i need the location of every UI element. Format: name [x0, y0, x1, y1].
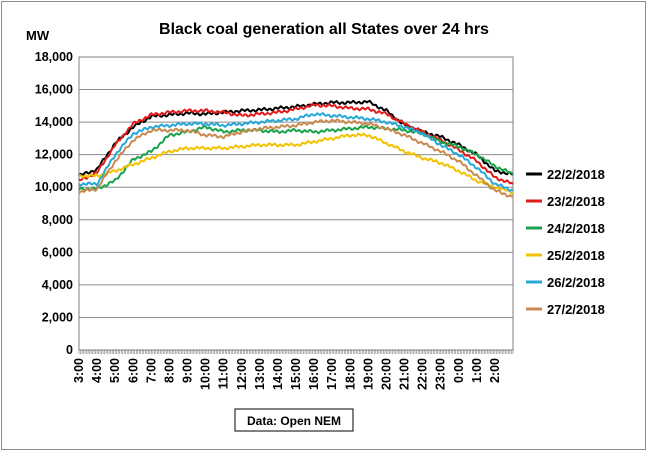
legend: 22/2/2018 23/2/2018 24/2/2018 25/2/2018 26/2…: [526, 167, 605, 317]
y-axis-label: MW: [26, 28, 50, 43]
x-tick-label: 2:00: [488, 358, 502, 383]
x-tick-label: 22:00: [416, 358, 430, 390]
y-tick-label: 14,000: [35, 115, 73, 129]
source-box: [234, 408, 354, 432]
legend-entry: 24/2/2018: [547, 221, 605, 236]
gridlines: [79, 89, 513, 318]
y-tick-label: 18,000: [35, 50, 73, 64]
x-tick-label: 18:00: [343, 358, 357, 390]
legend-entry: 25/2/2018: [547, 248, 605, 263]
y-tick-label: 6,000: [42, 245, 73, 259]
y-tick-label: 4,000: [42, 278, 73, 292]
legend-entry: 26/2/2018: [547, 275, 605, 290]
series-line: [78, 112, 514, 192]
chart-title: Black coal generation all States over 24…: [159, 21, 489, 38]
legend-entry: 22/2/2018: [547, 167, 605, 182]
x-tick-label: 12:00: [235, 358, 249, 390]
x-tick-label: 5:00: [108, 358, 122, 383]
x-tick-label: 7:00: [144, 358, 158, 383]
y-tick-label: 12,000: [35, 148, 73, 162]
y-tick-label: 16,000: [35, 83, 73, 97]
x-tick-label: 0:00: [452, 358, 466, 383]
series-line: [78, 124, 514, 192]
x-tick-label: 4:00: [90, 358, 104, 383]
y-tick-label: 10,000: [35, 180, 73, 194]
x-tick-label: 13:00: [253, 358, 267, 390]
x-tick-label: 20:00: [379, 358, 393, 390]
x-tick-label: 8:00: [162, 358, 176, 383]
x-tick-label: 17:00: [325, 358, 339, 390]
series-lines: [78, 99, 514, 198]
line-chart: Black coal generation all States over 24…: [26, 21, 605, 432]
x-tick-label: 3:00: [72, 358, 86, 383]
x-tick-label: 1:00: [470, 358, 484, 383]
y-tick-label: 0: [66, 343, 73, 357]
source-note: Data: Open NEM: [247, 414, 341, 428]
x-tick-label: 19:00: [361, 358, 375, 390]
y-tick-label: 2,000: [42, 310, 73, 324]
x-tick-label: 11:00: [217, 358, 231, 389]
y-tick-label: 8,000: [42, 213, 73, 227]
series-line: [78, 118, 514, 198]
x-tick-label: 6:00: [126, 358, 140, 383]
y-axis-ticks: 0 2,000 4,000 6,000 8,000 10,000 12,000 14,000 1…: [35, 50, 73, 357]
series-line: [78, 132, 514, 195]
x-tick-label: 10:00: [199, 358, 213, 390]
legend-entry: 27/2/2018: [547, 302, 605, 317]
plot-area: [78, 56, 514, 351]
x-tick-label: 21:00: [398, 358, 412, 390]
x-tick-label: 14:00: [271, 358, 285, 390]
series-line: [78, 102, 514, 185]
x-tick-label: 16:00: [307, 358, 321, 390]
x-tick-label: 15:00: [289, 358, 303, 390]
x-tick-label: 23:00: [434, 358, 448, 390]
series-line: [78, 99, 513, 177]
x-axis-ticks: 3:00 4:00 5:00 6:00 7:00 8:00 9:00 10:00 11:00 12…: [72, 350, 514, 390]
legend-entry: 23/2/2018: [547, 194, 605, 209]
x-tick-label: 9:00: [181, 358, 195, 383]
